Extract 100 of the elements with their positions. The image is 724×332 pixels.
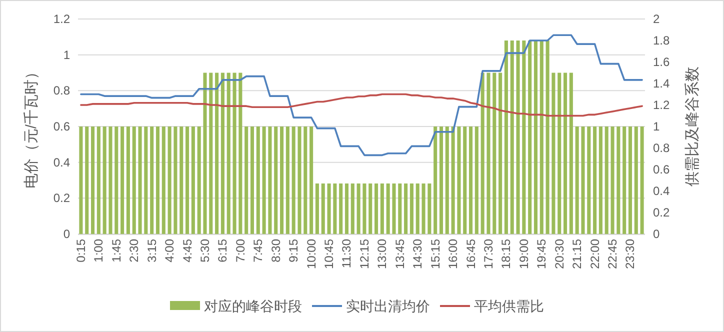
- y2-tick-label: 0: [653, 227, 660, 241]
- bar: [398, 183, 402, 234]
- bar: [392, 183, 396, 234]
- bar: [628, 126, 632, 234]
- bar: [504, 40, 508, 234]
- x-tick-label: 15:15: [428, 238, 442, 270]
- y2-tick-label: 1.4: [653, 76, 670, 90]
- bar: [262, 126, 266, 234]
- x-tick-label: 13:45: [392, 238, 407, 270]
- x-tick-label: 17:30: [481, 238, 496, 270]
- bar: [174, 126, 178, 234]
- bar: [451, 126, 455, 234]
- bar: [356, 183, 360, 234]
- bar: [220, 72, 224, 234]
- bar: [209, 72, 213, 234]
- x-tick-label: 22:00: [588, 238, 602, 270]
- y-tick-label: 0.4: [53, 155, 70, 170]
- x-tick-label: 20:30: [552, 238, 566, 270]
- y2-tick-label: 0.6: [653, 162, 670, 176]
- bar: [339, 183, 343, 234]
- x-tick-label: 16:00: [446, 238, 460, 270]
- bar: [410, 183, 414, 234]
- y2-tick-label: 0.8: [653, 141, 670, 155]
- bar: [604, 126, 608, 234]
- x-tick-label: 19:45: [534, 238, 549, 270]
- bar: [315, 183, 319, 234]
- bar: [197, 126, 201, 234]
- bar: [463, 126, 467, 234]
- bar: [468, 126, 473, 234]
- y-tick-label: 1: [63, 48, 70, 62]
- bar: [558, 72, 562, 234]
- y-tick-label: 0.6: [53, 120, 70, 134]
- bar: [575, 126, 579, 234]
- bar: [516, 40, 520, 234]
- bar: [286, 126, 290, 234]
- y-tick-label: 0.2: [53, 191, 70, 206]
- bar: [528, 40, 532, 234]
- x-tick-label: 7:00: [233, 238, 248, 262]
- x-tick-label: 0:15: [74, 238, 88, 262]
- bar: [534, 40, 538, 234]
- bar: [280, 126, 284, 234]
- x-tick-label: 1:00: [92, 238, 106, 262]
- bar: [274, 126, 278, 234]
- bar: [634, 126, 638, 234]
- x-tick-label: 21:15: [570, 238, 584, 270]
- bar: [439, 126, 444, 234]
- bar: [486, 72, 490, 234]
- bar: [327, 183, 331, 234]
- bar: [457, 126, 461, 234]
- x-tick-label: 19:00: [516, 238, 531, 270]
- x-tick-label: 18:15: [499, 238, 514, 270]
- bar: [422, 183, 426, 234]
- bar: [474, 126, 478, 234]
- bar: [292, 126, 296, 234]
- x-tick-label: 1:45: [109, 238, 124, 262]
- x-tick-label: 22:45: [606, 238, 620, 270]
- y2-tick-label: 1: [653, 120, 660, 134]
- bar: [226, 72, 230, 234]
- bar: [132, 126, 136, 234]
- y2-tick-label: 0.4: [653, 184, 670, 198]
- bar: [168, 126, 172, 234]
- bar: [180, 126, 184, 234]
- y2-tick-label: 2: [653, 12, 660, 26]
- bar: [416, 183, 420, 234]
- x-tick-label: 6:15: [216, 238, 230, 262]
- bar: [374, 183, 378, 234]
- bar: [510, 40, 514, 234]
- bar: [108, 126, 112, 234]
- bar: [593, 126, 597, 234]
- bar: [138, 126, 142, 234]
- bar: [622, 126, 626, 234]
- y-axis-title: 电价（元/千瓦时）: [23, 64, 40, 189]
- bar: [162, 126, 166, 234]
- bar: [492, 72, 496, 234]
- x-tick-label: 9:15: [286, 238, 301, 262]
- bar: [298, 126, 302, 234]
- bar: [522, 40, 526, 234]
- bar: [256, 126, 260, 234]
- bar: [333, 183, 337, 234]
- bar: [114, 126, 118, 234]
- x-tick-label: 16:45: [464, 238, 478, 270]
- legend-label: 对应的峰谷时段: [204, 298, 302, 314]
- x-tick-label: 12:15: [357, 238, 372, 270]
- bar: [232, 72, 236, 234]
- bar: [445, 126, 449, 234]
- bar: [85, 126, 89, 234]
- bar: [344, 183, 349, 234]
- bar: [215, 72, 219, 234]
- bar: [244, 126, 248, 234]
- x-tick-label: 4:00: [162, 238, 177, 262]
- bar: [250, 126, 254, 234]
- bar: [380, 183, 384, 234]
- bar: [79, 126, 83, 234]
- bar: [96, 126, 100, 234]
- y2-tick-label: 1.6: [653, 55, 670, 69]
- x-tick-label: 8:30: [268, 238, 283, 262]
- bar: [362, 183, 366, 234]
- bar: [569, 72, 573, 234]
- bar: [268, 126, 272, 234]
- bar: [144, 126, 148, 234]
